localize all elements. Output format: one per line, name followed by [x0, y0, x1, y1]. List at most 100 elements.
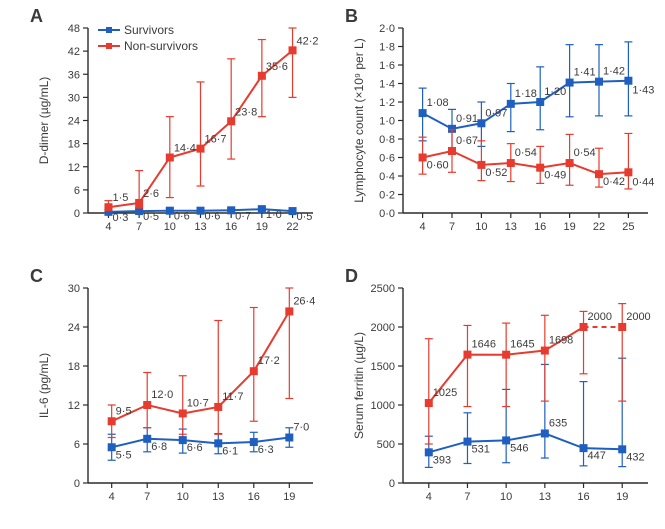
svg-text:11·7: 11·7 — [222, 391, 243, 403]
svg-text:18: 18 — [68, 361, 80, 373]
svg-text:0·7: 0·7 — [235, 210, 251, 222]
svg-text:12: 12 — [68, 400, 80, 412]
svg-text:25: 25 — [622, 221, 634, 233]
svg-text:1·0: 1·0 — [379, 116, 395, 128]
svg-text:16: 16 — [577, 491, 589, 503]
svg-text:1645: 1645 — [510, 339, 534, 351]
chart-b: 0·00·20·40·60·81·01·21·41·61·82·04710131… — [345, 10, 660, 245]
panel-d: 050010001500200025004710131619Serum ferr… — [345, 270, 660, 515]
svg-text:2000: 2000 — [626, 311, 650, 323]
svg-text:0·97: 0·97 — [485, 107, 507, 119]
svg-text:6·3: 6·3 — [258, 444, 274, 456]
svg-text:1500: 1500 — [371, 361, 395, 373]
svg-text:531: 531 — [471, 444, 489, 456]
svg-text:0·2: 0·2 — [379, 190, 395, 202]
chart-c: 06121824304710131619IL-6 (pg/mL)5·56·86·… — [30, 270, 330, 515]
svg-text:13: 13 — [539, 491, 551, 503]
svg-text:7: 7 — [136, 221, 142, 233]
panel-c: 06121824304710131619IL-6 (pg/mL)5·56·86·… — [30, 270, 330, 515]
svg-text:432: 432 — [626, 451, 644, 463]
svg-text:0·6: 0·6 — [379, 153, 395, 165]
svg-text:0·67: 0·67 — [456, 135, 478, 147]
svg-text:IL-6 (pg/mL): IL-6 (pg/mL) — [37, 353, 51, 418]
svg-text:1·08: 1·08 — [427, 97, 449, 109]
svg-text:30: 30 — [68, 283, 80, 295]
svg-text:1·6: 1·6 — [379, 60, 395, 72]
svg-text:1·2: 1·2 — [379, 97, 395, 109]
svg-text:19: 19 — [256, 221, 268, 233]
svg-text:0·44: 0·44 — [632, 176, 654, 188]
svg-text:2·6: 2·6 — [143, 188, 159, 200]
svg-text:24: 24 — [68, 116, 80, 128]
svg-text:6·1: 6·1 — [222, 445, 238, 457]
svg-text:7·0: 7·0 — [293, 422, 309, 434]
svg-text:D-dimer (µg/mL): D-dimer (µg/mL) — [37, 77, 51, 165]
svg-text:13: 13 — [212, 491, 224, 503]
svg-text:6·6: 6·6 — [187, 442, 203, 454]
svg-text:2000: 2000 — [588, 311, 612, 323]
svg-text:1·0: 1·0 — [266, 209, 282, 221]
svg-text:Lymphocyte count (×10⁹ per L): Lymphocyte count (×10⁹ per L) — [352, 38, 366, 202]
svg-text:30: 30 — [68, 92, 80, 104]
svg-text:447: 447 — [588, 450, 606, 462]
svg-text:6: 6 — [74, 439, 80, 451]
svg-text:393: 393 — [433, 454, 451, 466]
panel-a: 0612182430364248471013161922D-dimer (µg/… — [30, 10, 330, 245]
svg-text:7: 7 — [144, 491, 150, 503]
svg-text:0: 0 — [389, 478, 395, 490]
svg-text:1·8: 1·8 — [379, 42, 395, 54]
svg-text:4: 4 — [426, 491, 432, 503]
svg-text:1·42: 1·42 — [603, 66, 625, 78]
svg-text:10: 10 — [500, 491, 512, 503]
svg-text:42: 42 — [68, 46, 80, 58]
svg-text:10·7: 10·7 — [187, 397, 209, 409]
svg-text:1025: 1025 — [433, 387, 457, 399]
svg-text:1·41: 1·41 — [574, 67, 596, 79]
svg-text:546: 546 — [510, 442, 528, 454]
svg-text:12: 12 — [68, 162, 80, 174]
svg-text:13: 13 — [505, 221, 517, 233]
svg-text:635: 635 — [549, 417, 567, 429]
svg-text:0·5: 0·5 — [297, 211, 313, 223]
svg-text:22: 22 — [593, 221, 605, 233]
svg-text:7: 7 — [449, 221, 455, 233]
svg-text:18: 18 — [68, 139, 80, 151]
svg-text:16: 16 — [534, 221, 546, 233]
svg-text:0: 0 — [74, 478, 80, 490]
svg-text:0·60: 0·60 — [427, 160, 449, 172]
svg-text:10: 10 — [475, 221, 487, 233]
svg-text:2000: 2000 — [371, 322, 395, 334]
svg-text:5·5: 5·5 — [116, 449, 132, 461]
svg-text:0·5: 0·5 — [143, 211, 159, 223]
svg-text:4: 4 — [420, 221, 426, 233]
svg-text:10: 10 — [164, 221, 176, 233]
svg-text:10: 10 — [177, 491, 189, 503]
svg-text:0·42: 0·42 — [603, 176, 625, 188]
svg-text:16·7: 16·7 — [205, 134, 227, 146]
svg-text:0·0: 0·0 — [379, 208, 395, 220]
svg-text:0·54: 0·54 — [574, 147, 596, 159]
svg-text:0·54: 0·54 — [515, 147, 537, 159]
svg-text:24: 24 — [68, 322, 80, 334]
svg-text:19: 19 — [283, 491, 295, 503]
svg-text:1·20: 1·20 — [544, 86, 566, 98]
svg-text:500: 500 — [377, 439, 395, 451]
svg-text:6·8: 6·8 — [151, 441, 167, 453]
svg-text:16: 16 — [225, 221, 237, 233]
svg-text:0: 0 — [74, 208, 80, 220]
svg-text:Serum ferritin (µg/L): Serum ferritin (µg/L) — [352, 332, 366, 439]
svg-text:4: 4 — [105, 221, 111, 233]
svg-text:13: 13 — [194, 221, 206, 233]
svg-text:1·4: 1·4 — [379, 79, 395, 91]
svg-text:19: 19 — [616, 491, 628, 503]
svg-text:0·4: 0·4 — [379, 171, 395, 183]
svg-text:0·52: 0·52 — [485, 167, 507, 179]
figure-root: A B C D Survivors Non-survivors 06121824… — [0, 0, 665, 529]
svg-text:16: 16 — [248, 491, 260, 503]
svg-text:1·43: 1·43 — [632, 85, 654, 97]
svg-text:36: 36 — [68, 69, 80, 81]
chart-d: 050010001500200025004710131619Serum ferr… — [345, 270, 660, 515]
svg-text:9·5: 9·5 — [116, 405, 132, 417]
svg-text:2·0: 2·0 — [379, 23, 395, 35]
svg-text:23·8: 23·8 — [235, 106, 257, 118]
